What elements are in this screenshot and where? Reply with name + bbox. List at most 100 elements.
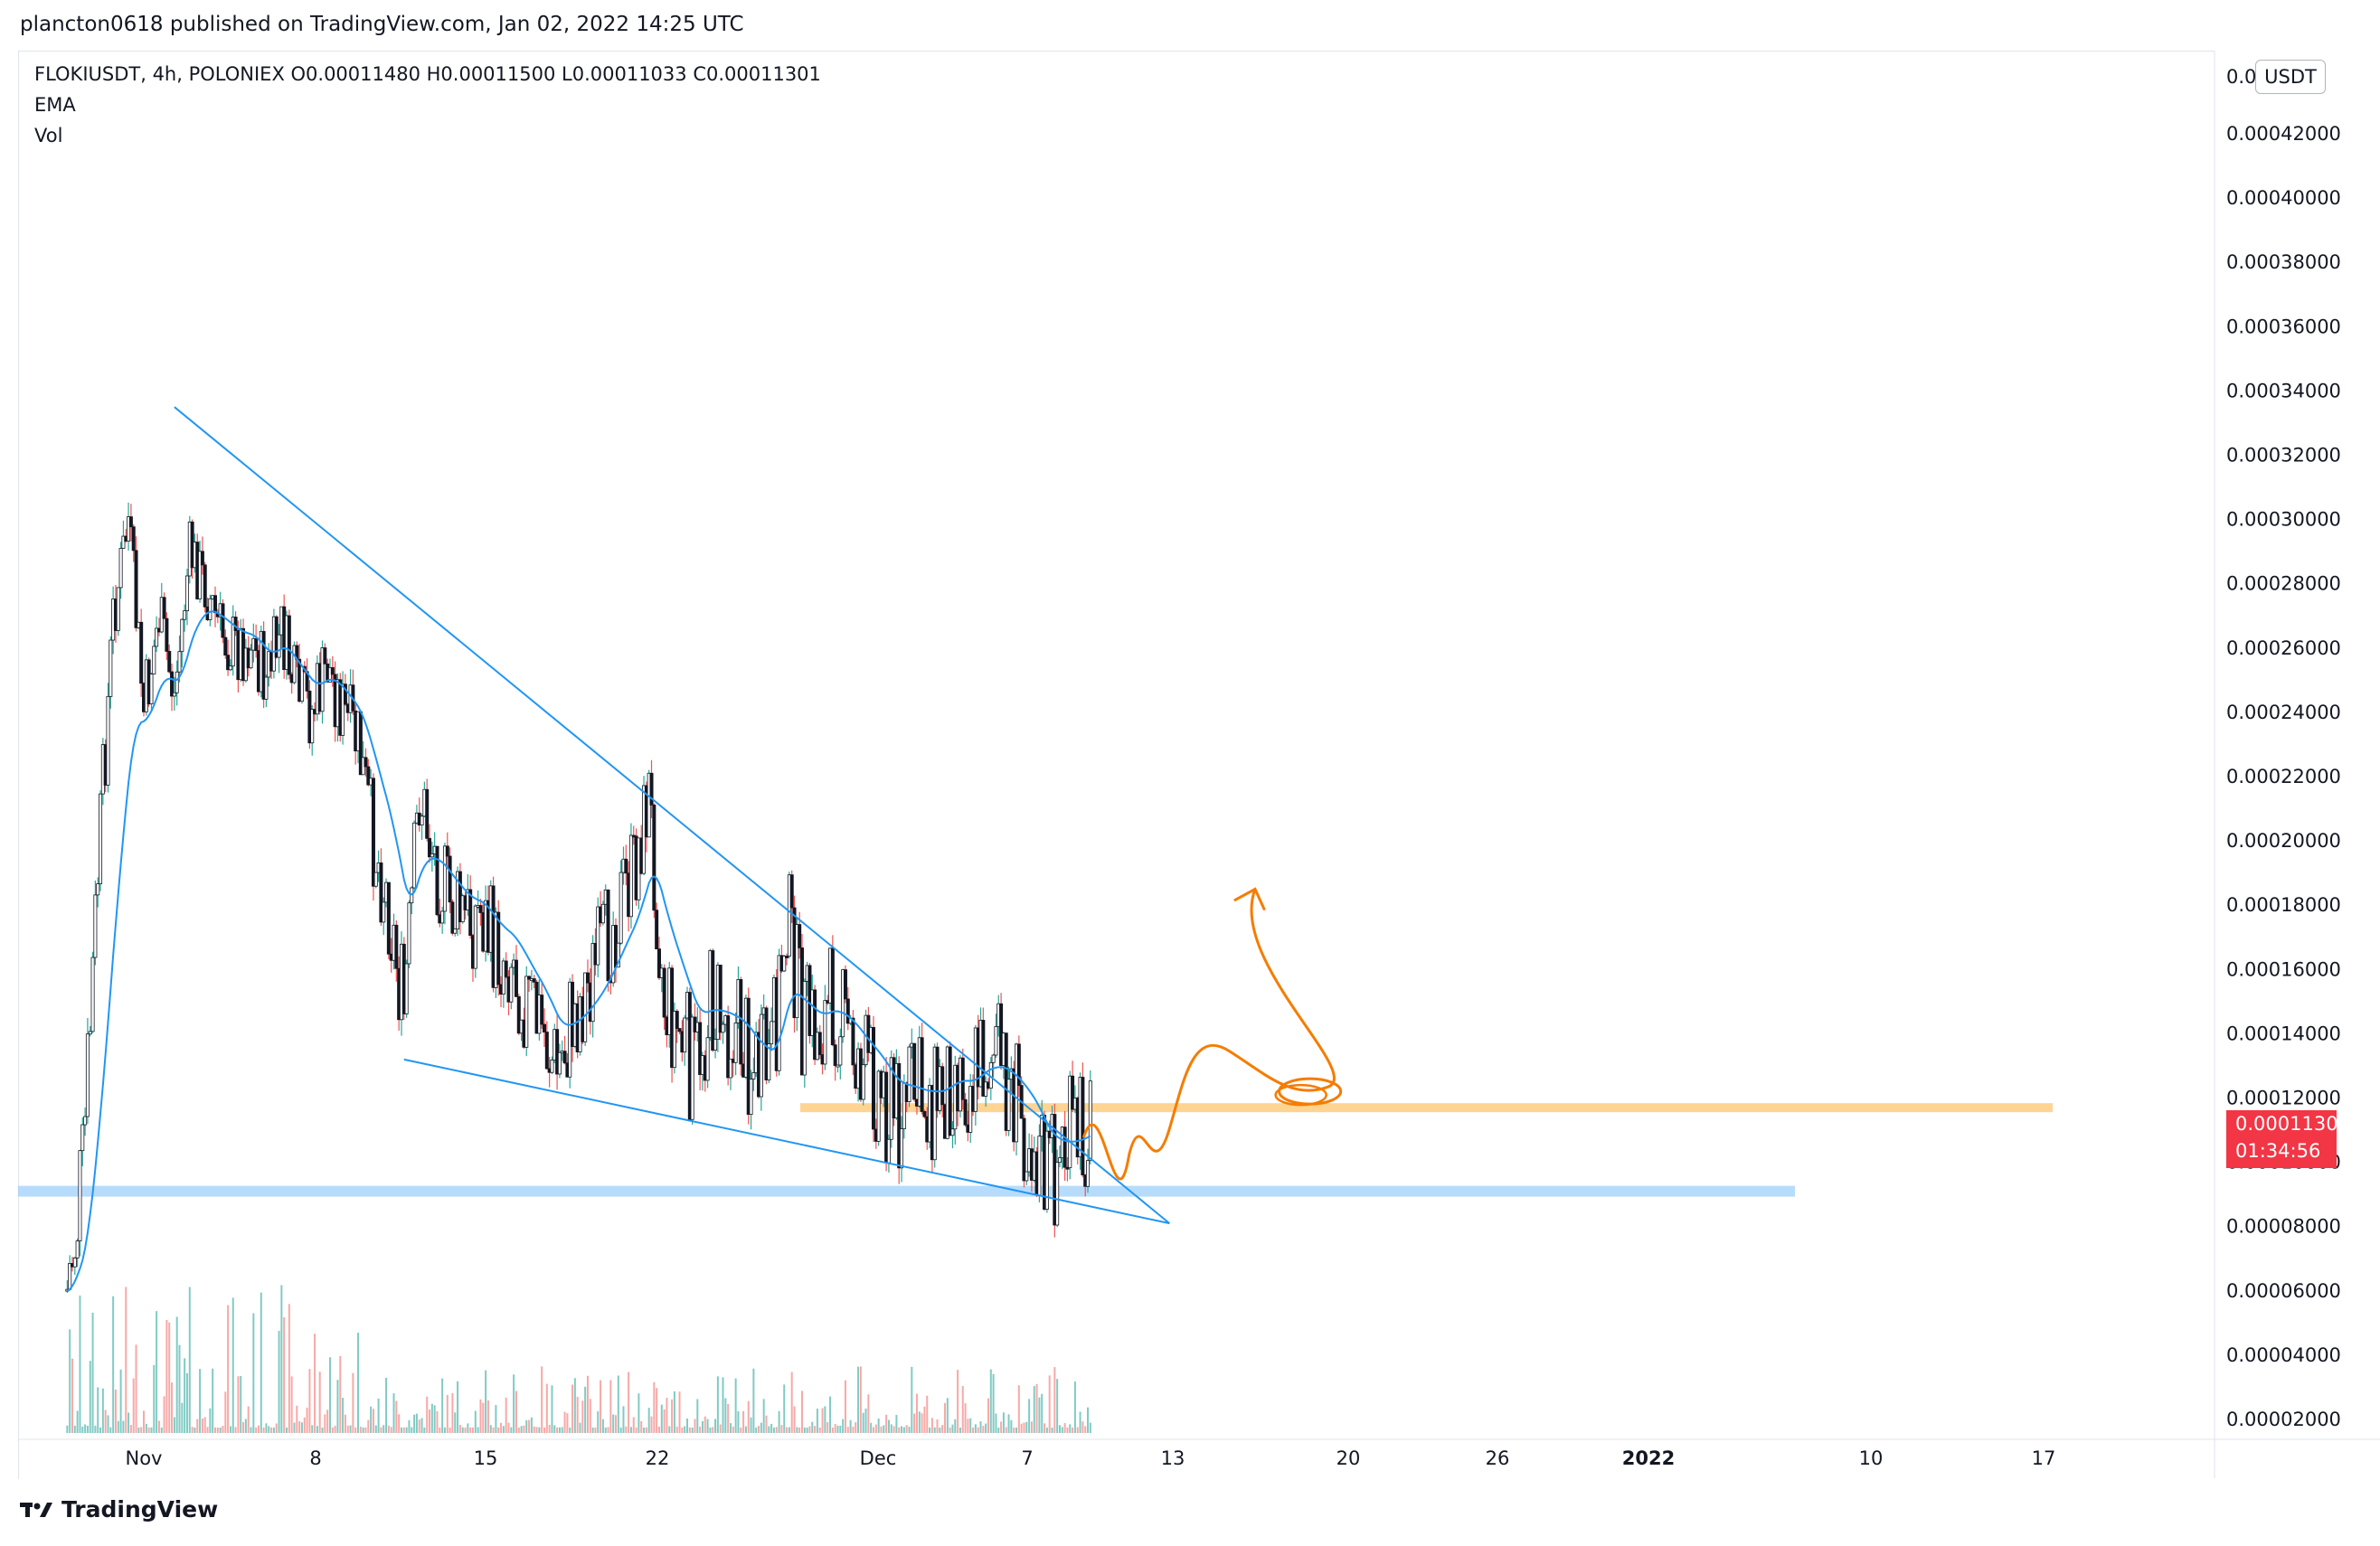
volume-bar	[770, 1423, 773, 1433]
volume-bar	[601, 1419, 604, 1433]
price-axis-label: 0.00036000	[2226, 316, 2341, 337]
candle-body	[922, 1111, 927, 1117]
time-axis[interactable]: Nov 8 15 22 Dec 7 13 20 26 2022 10 17	[126, 1447, 2056, 1469]
volume-bar	[977, 1427, 979, 1433]
chart-area[interactable]	[18, 51, 2215, 1479]
volume-bar	[439, 1427, 441, 1433]
candle-body	[759, 1013, 763, 1098]
candle-body	[131, 526, 136, 551]
candle-body	[907, 1046, 911, 1102]
candle-body	[782, 956, 787, 972]
candle-body	[327, 666, 332, 683]
volume-bar	[628, 1372, 630, 1433]
volume-bar	[859, 1366, 862, 1433]
volume-bar	[474, 1410, 477, 1433]
volume-bar	[688, 1427, 691, 1433]
candle-body	[501, 960, 505, 995]
legend-symbol-ohlc[interactable]: FLOKIUSDT, 4h, POLONIEX O0.00011480 H0.0…	[34, 63, 821, 85]
candle-body	[184, 575, 189, 612]
volume-bar	[339, 1355, 342, 1433]
candle-body	[733, 1023, 738, 1063]
volume-bar	[716, 1376, 719, 1433]
candle-body	[540, 995, 544, 1025]
candle-body	[80, 1124, 85, 1152]
volume-bar	[71, 1358, 73, 1433]
volume-bar	[79, 1296, 81, 1433]
candle-body	[203, 564, 207, 608]
volume-bar	[722, 1377, 724, 1433]
volume-bar	[548, 1424, 551, 1433]
candle-body	[394, 924, 399, 969]
volume-bar	[1033, 1386, 1035, 1433]
volume-bar	[66, 1425, 69, 1433]
currency-badge[interactable]: USDT	[2255, 60, 2326, 94]
legend-ema[interactable]: EMA	[34, 94, 76, 116]
volume-bar	[104, 1409, 107, 1433]
volume-bar	[645, 1427, 647, 1433]
volume-bar	[877, 1418, 880, 1433]
candle-body	[656, 948, 661, 978]
volume-bar	[119, 1369, 122, 1433]
candle-body	[963, 1098, 968, 1126]
trendlines[interactable]	[174, 406, 1170, 1225]
volume-bar	[556, 1428, 559, 1433]
volume-bar	[543, 1427, 546, 1433]
volume-bar	[808, 1426, 811, 1433]
candle-body	[223, 636, 228, 656]
volume-bar	[755, 1427, 758, 1433]
volume-bar	[194, 1427, 196, 1433]
volume-bar	[640, 1420, 643, 1433]
candle-body	[228, 665, 232, 671]
volume-bar	[374, 1425, 377, 1433]
volume-bar	[513, 1374, 515, 1433]
volume-bar	[354, 1427, 357, 1433]
volume-bar	[89, 1361, 91, 1433]
legend-vol[interactable]: Vol	[34, 125, 63, 146]
candle-body	[85, 1033, 90, 1117]
volume-bar	[1058, 1425, 1061, 1433]
candle-body	[448, 855, 452, 903]
candle-body	[1065, 1166, 1070, 1170]
volume-bar	[778, 1410, 780, 1433]
volume-bar	[423, 1427, 426, 1433]
candle-body	[813, 989, 817, 1061]
volume-bar	[112, 1296, 115, 1433]
price-axis-label: 0.00038000	[2226, 251, 2341, 273]
volume-bar	[171, 1382, 174, 1433]
volume-bar	[367, 1419, 370, 1433]
volume-bar	[160, 1427, 163, 1433]
volume-bar	[1013, 1427, 1015, 1433]
volume-bar	[566, 1413, 569, 1433]
projection-drawing[interactable]	[1082, 887, 1343, 1181]
volume-bar	[502, 1426, 505, 1433]
candle-body	[264, 676, 269, 700]
volume-bar	[872, 1427, 874, 1433]
volume-bar	[814, 1426, 817, 1433]
volume-bar	[413, 1414, 416, 1433]
candle-body	[1025, 1171, 1029, 1182]
price-axis[interactable]: 0.0 0.00042000 0.00040000 0.00038000 0.00036…	[2226, 66, 2341, 1430]
volume-bar	[553, 1425, 556, 1433]
candle-body	[83, 1116, 88, 1126]
volume-bar	[826, 1421, 829, 1433]
zones	[18, 1103, 2053, 1197]
volume-bar	[395, 1400, 398, 1433]
candle-body	[920, 1037, 924, 1112]
volume-bar	[359, 1427, 362, 1433]
volume-bar	[650, 1416, 653, 1433]
volume-bar	[188, 1287, 191, 1433]
volume-bar	[671, 1399, 674, 1433]
brand-footer[interactable]: TradingView	[20, 1496, 218, 1522]
candle-body	[88, 1031, 92, 1035]
volume-bar	[969, 1418, 972, 1433]
volume-bar	[400, 1427, 402, 1433]
volume-bar	[929, 1427, 931, 1433]
volume-bar	[729, 1423, 732, 1433]
volume-bar	[385, 1378, 388, 1433]
volume-bar	[349, 1425, 352, 1433]
volume-bar	[517, 1427, 520, 1433]
candle-body	[72, 1257, 77, 1268]
volume-bar	[880, 1426, 883, 1433]
volume-bar	[464, 1428, 467, 1433]
